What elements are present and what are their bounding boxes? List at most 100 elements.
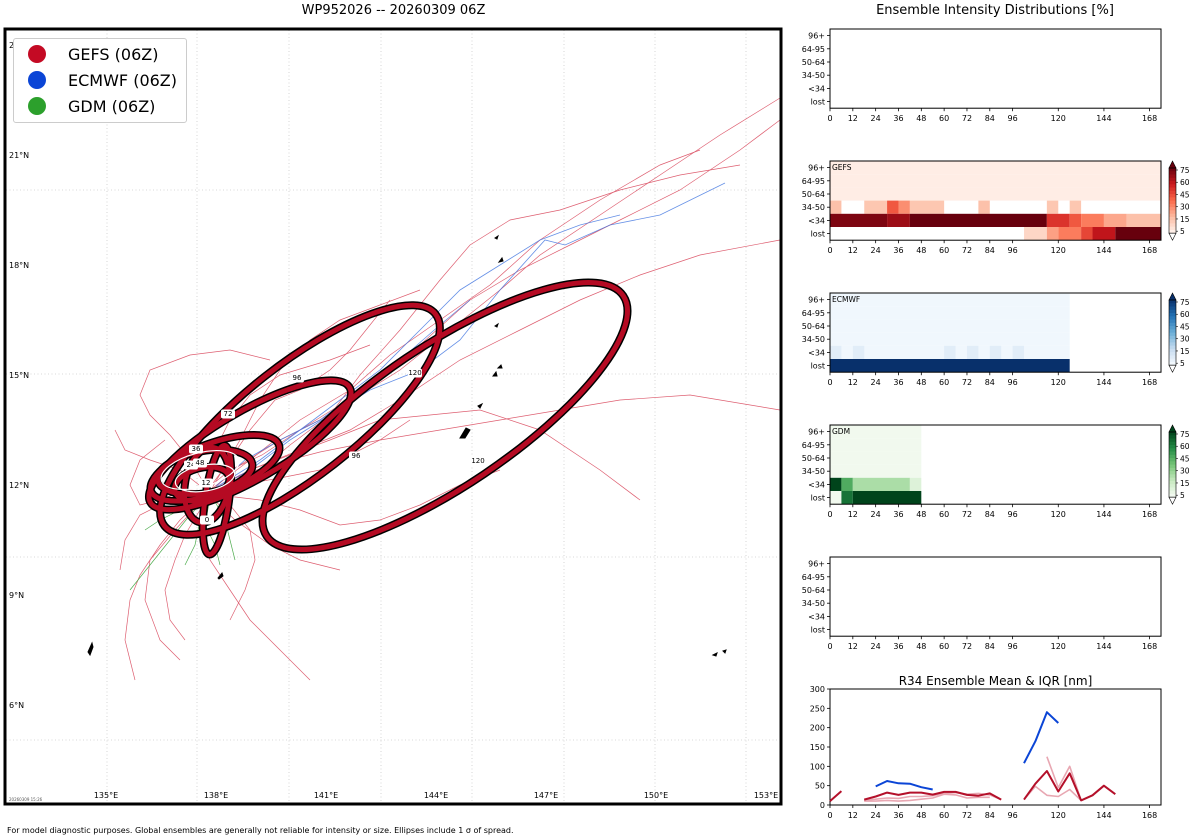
map-frame	[3, 27, 783, 806]
heatmap-cell	[830, 332, 1070, 346]
x-tick-label: 96	[1008, 510, 1018, 519]
heatmap-frame	[829, 160, 1162, 241]
heatmap-cell	[830, 425, 922, 439]
colorbar-tick-label: 15	[1180, 347, 1190, 356]
x-tick-label: 84	[985, 510, 995, 519]
legend-marker-icon	[28, 71, 46, 89]
colorbar-segment	[1169, 355, 1176, 360]
heatmap-frame	[829, 424, 1162, 505]
y-tick-label: 96+	[808, 164, 825, 173]
map-gridlines	[6, 30, 780, 804]
heatmap-cell	[830, 319, 1070, 333]
y-tick-label: 64-95	[802, 573, 825, 582]
heatmap-cell	[1024, 227, 1047, 241]
ellipse-label: 72	[224, 410, 233, 418]
heatmap-cell	[1069, 200, 1082, 214]
colorbar-segment	[1169, 181, 1176, 185]
r34-series-line	[864, 793, 990, 802]
heatmap-cell	[1115, 227, 1161, 241]
colorbar-segment	[1169, 471, 1176, 475]
heatmap-cell	[830, 174, 1161, 188]
x-tick-label: 84	[985, 811, 995, 820]
ecmwf-member-tracks	[212, 182, 726, 491]
colorbar-segment	[1169, 342, 1176, 347]
gefs-member-tracks	[114, 97, 781, 681]
x-tick-label: 144	[1096, 378, 1111, 387]
colorbar-extend-top	[1168, 160, 1177, 169]
x-tick-label: 12	[848, 510, 858, 519]
colorbar-tick-label: 30	[1180, 467, 1190, 476]
ellipse-label-bg	[290, 373, 304, 383]
lon-label: 141°E	[314, 791, 338, 800]
legend-entry: GEFS (06Z)	[28, 43, 158, 65]
y-tick-label: 64-95	[802, 177, 825, 186]
heatmap-frame	[829, 292, 1162, 373]
y-tick-label: 100	[810, 762, 825, 771]
longitude-labels: 135°E 138°E 141°E 144°E 147°E 150°E 153°E	[94, 791, 778, 800]
ellipse-label-bg	[193, 458, 207, 468]
y-tick-label: 34-50	[802, 71, 825, 80]
r34-series-line	[863, 790, 1002, 801]
colorbar-segment	[1169, 306, 1176, 311]
y-tick-label: 64-95	[802, 45, 825, 54]
heatmap-cell	[1012, 345, 1025, 359]
x-tick-label: 96	[1008, 114, 1018, 123]
x-tick-label: 96	[1008, 378, 1018, 387]
colorbar-segment	[1169, 326, 1176, 330]
colorbar-segment	[1169, 168, 1176, 172]
r34-series-line	[864, 791, 1002, 802]
lon-label: 150°E	[644, 791, 668, 800]
x-tick-label: 144	[1096, 246, 1111, 255]
x-tick-label: 168	[1142, 378, 1157, 387]
heatmap-cell	[830, 187, 1161, 201]
x-tick-label: 36	[893, 510, 903, 519]
x-tick-label: 36	[893, 246, 903, 255]
heatmap-cell	[1081, 227, 1093, 241]
colorbar-segment	[1169, 207, 1176, 211]
heatmap-cell	[841, 491, 853, 505]
colorbar-segment	[1169, 187, 1176, 192]
colorbar-segment	[1169, 319, 1176, 324]
islands	[87, 234, 727, 657]
colorbar-segment	[1169, 458, 1176, 462]
heatmap-cell	[909, 213, 1047, 227]
x-tick-label: 0	[827, 114, 832, 123]
y-tick-label: 200	[810, 724, 825, 733]
ellipse-label-bg	[200, 515, 214, 525]
right-column-title: Ensemble Intensity Distributions [%]	[876, 3, 1114, 18]
lat-label: 15°N	[9, 371, 29, 380]
colorbar-frame	[1168, 299, 1177, 366]
y-tick-label: 50-64	[802, 586, 825, 595]
x-tick-label: 120	[1051, 642, 1066, 651]
y-tick-label: <34	[808, 348, 825, 357]
x-tick-label: 36	[893, 114, 903, 123]
colorbar-segment	[1169, 461, 1176, 465]
colorbar-tick-label: 75	[1180, 166, 1190, 175]
colorbar-segment	[1169, 322, 1176, 327]
panel-model-label: GDM	[832, 427, 850, 436]
colorbar-extend-top	[1168, 292, 1177, 301]
heatmap-cell	[1081, 213, 1104, 227]
lat-label: 12°N	[9, 481, 29, 490]
x-tick-label: 36	[893, 642, 903, 651]
r34-series-line	[1023, 770, 1116, 802]
legend-entry: ECMWF (06Z)	[28, 69, 177, 91]
r34-line-chart: R34 Ensemble Mean & IQR [nm] 0 50 100 150 200…	[810, 674, 1162, 820]
y-tick-label: lost	[811, 626, 825, 635]
heatmap-cell	[1103, 213, 1127, 227]
x-tick-label: 0	[827, 510, 832, 519]
y-tick-label: 50-64	[802, 322, 825, 331]
x-tick-label: 144	[1096, 811, 1111, 820]
colorbar-extend-top	[1168, 424, 1177, 433]
x-tick-label: 12	[848, 114, 858, 123]
lat-label: 9°N	[9, 591, 24, 600]
colorbar-tick-label: 5	[1180, 359, 1185, 368]
colorbar-segment	[1169, 361, 1176, 366]
heatmap-cell	[978, 200, 990, 214]
colorbar-segment	[1169, 480, 1176, 485]
colorbar-segment	[1169, 194, 1176, 198]
x-tick-label: 72	[962, 811, 972, 820]
x-tick-label: 168	[1142, 510, 1157, 519]
